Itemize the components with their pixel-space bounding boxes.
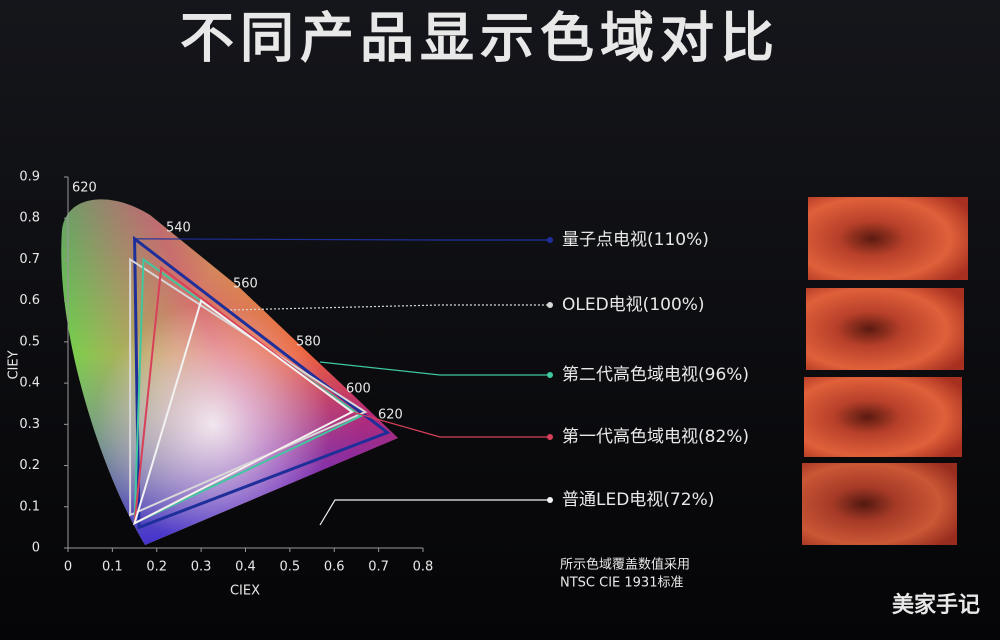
x-tick-label: 0.6 [324,560,345,575]
wavelength-label: 540 [166,221,191,236]
legend-dot [547,434,553,440]
x-tick-label: 0.1 [102,560,123,575]
legend-label: OLED电视(100%) [562,295,705,315]
legend-connector [229,304,548,311]
y-tick-label: 0.4 [19,376,40,391]
x-tick-label: 0.4 [235,560,256,575]
y-tick-label: 0.5 [19,334,40,349]
legend-label: 普通LED电视(72%) [562,490,714,510]
legend-label: 第二代高色域电视(96%) [562,365,749,385]
legend-dot [547,302,553,308]
y-axis-label: CIEY [7,350,22,379]
gamut-triangle [133,235,391,530]
wavelength-label: 620 [72,181,97,196]
y-tick-label: 0.2 [19,458,40,473]
y-tick-label: 0.6 [19,293,40,308]
gamut-triangle [132,299,354,526]
legend-dot [547,237,553,243]
note: NTSC CIE 1931标准 [560,576,683,591]
y-tick-label: 0.3 [19,417,40,432]
y-tick-label: 0 [32,541,40,556]
legend-dot [547,497,553,503]
legend-label: 量子点电视(110%) [562,230,709,250]
legend-connector [134,238,548,241]
note: 所示色域覆盖数值采用 [560,557,690,573]
y-tick-label: 0.7 [19,252,40,267]
watermark: 美家手记 [892,592,980,618]
legend-connector [319,361,548,376]
x-tick-label: 0.8 [413,560,434,575]
x-tick-label: 0.5 [280,560,301,575]
wavelength-label: 580 [296,335,321,350]
x-tick-label: 0.2 [146,560,167,575]
y-tick-label: 0.9 [19,170,40,185]
wavelength-label: 560 [233,277,258,292]
y-tick-label: 0.1 [19,499,40,514]
legend-connector [319,499,548,526]
y-tick-label: 0.8 [19,211,40,226]
x-tick-label: 0 [64,560,72,575]
spectral-locus [61,199,399,545]
x-axis-label: CIEX [230,584,260,599]
title: 不同产品显示色域对比 [180,7,780,70]
wavelength-label: 620 [378,408,403,423]
photos [802,197,968,545]
x-tick-label: 0.7 [368,560,389,575]
legend-label: 第一代高色域电视(82%) [562,427,749,447]
legend-connector [351,411,548,438]
wavelength-label: 600 [346,382,371,397]
x-tick-label: 0.3 [191,560,212,575]
legend-dot [547,372,553,378]
